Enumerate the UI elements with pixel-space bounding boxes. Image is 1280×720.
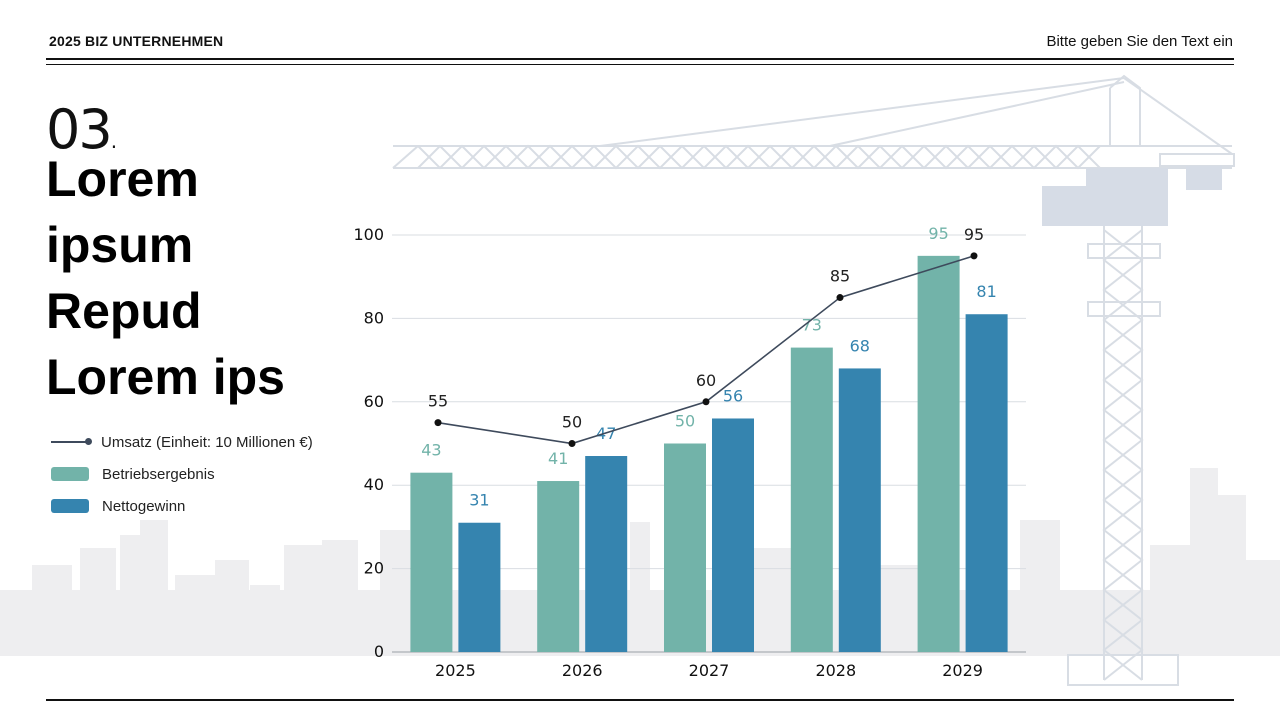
- header-placeholder-text: Bitte geben Sie den Text ein: [1046, 33, 1233, 50]
- y-tick-label: 100: [353, 225, 384, 244]
- header-company-name: 2025 BIZ UNTERNEHMEN: [49, 33, 224, 49]
- bar-data-label: 31: [469, 491, 489, 510]
- title-line: Lorem ips: [46, 349, 285, 405]
- legend-label: Umsatz (Einheit: 10 Millionen €): [101, 433, 313, 451]
- bar-data-label: 81: [976, 282, 996, 301]
- bar-nettogewinn: [838, 368, 881, 652]
- bar-nettogewinn: [458, 522, 501, 652]
- bar-betriebsergebnis: [790, 347, 833, 652]
- y-tick-label: 0: [374, 642, 384, 661]
- line-point: [970, 252, 978, 260]
- legend-label: Betriebsergebnis: [102, 465, 215, 483]
- line-data-label: 95: [964, 225, 984, 244]
- legend-label: Nettogewinn: [102, 497, 186, 515]
- y-tick-label: 20: [364, 559, 384, 578]
- title-line: ipsum: [46, 217, 194, 273]
- bar-data-label: 68: [850, 336, 870, 355]
- footer-rule: [46, 699, 1234, 701]
- line-data-label: 50: [562, 413, 582, 432]
- title-line: Lorem: [46, 151, 199, 207]
- bar-data-label: 50: [675, 412, 695, 431]
- bar-nettogewinn: [585, 456, 628, 652]
- x-tick-label: 2027: [689, 661, 730, 680]
- header-rule-thin: [46, 64, 1234, 65]
- legend-item-nettogewinn: Nettogewinn: [51, 490, 313, 522]
- header-rule-thick: [46, 58, 1234, 60]
- bar-data-label: 43: [421, 441, 441, 460]
- bar-data-label: 56: [723, 386, 743, 405]
- chart-legend: Umsatz (Einheit: 10 Millionen €) Betrieb…: [51, 426, 313, 522]
- line-swatch-icon: [51, 438, 92, 445]
- line-data-label: 60: [696, 371, 716, 390]
- bar-swatch-icon: [51, 467, 89, 481]
- section-number-dot: .: [110, 129, 118, 153]
- y-tick-label: 40: [364, 475, 384, 494]
- line-point: [568, 440, 576, 447]
- x-tick-label: 2028: [815, 661, 856, 680]
- section-number: 03.: [46, 100, 117, 171]
- bar-data-label: 95: [928, 224, 948, 243]
- bar-nettogewinn: [965, 314, 1008, 652]
- bar-betriebsergebnis: [410, 472, 453, 652]
- bar-data-label: 41: [548, 449, 568, 468]
- line-point: [836, 294, 844, 302]
- line-data-label: 55: [428, 392, 448, 411]
- bar-betriebsergebnis: [664, 443, 706, 652]
- line-series-umsatz: [437, 255, 975, 445]
- legend-item-umsatz: Umsatz (Einheit: 10 Millionen €): [51, 426, 313, 458]
- slide-title: Lorem ipsum Repud Lorem ips: [46, 146, 346, 410]
- line-point: [702, 398, 710, 406]
- section-number-value: 03: [46, 98, 113, 161]
- y-tick-label: 80: [364, 308, 384, 327]
- y-tick-label: 60: [364, 392, 384, 411]
- line-point: [434, 419, 442, 427]
- x-tick-label: 2025: [435, 661, 476, 680]
- x-tick-label: 2026: [562, 661, 603, 680]
- bar-betriebsergebnis: [917, 255, 960, 652]
- bar-swatch-icon: [51, 499, 89, 513]
- x-tick-label: 2029: [942, 661, 983, 680]
- legend-item-betriebsergebnis: Betriebsergebnis: [51, 458, 313, 490]
- line-data-label: 85: [830, 267, 850, 286]
- bar-betriebsergebnis: [537, 481, 580, 652]
- crane-illustration: [392, 74, 1235, 686]
- bar-nettogewinn: [712, 418, 754, 652]
- bar-data-label: 73: [802, 316, 822, 335]
- title-line: Repud: [46, 283, 202, 339]
- crane-cab: [1042, 166, 1222, 226]
